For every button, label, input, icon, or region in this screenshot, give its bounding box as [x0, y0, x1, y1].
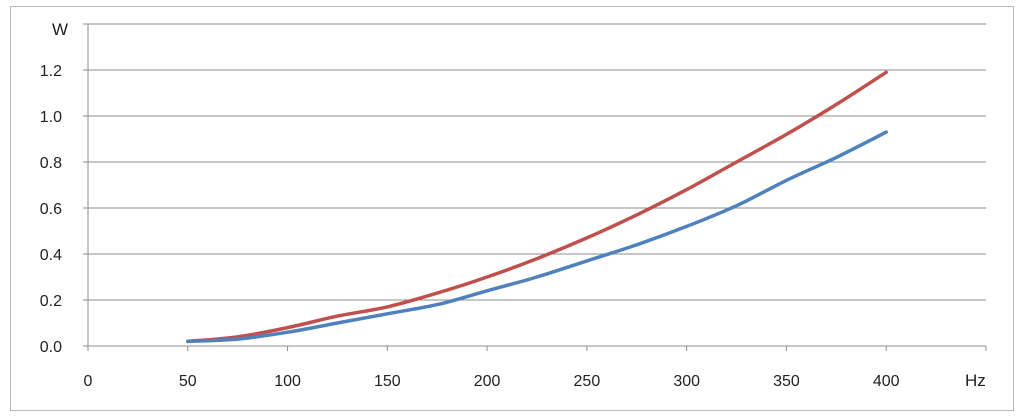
- x-tick-label: 400: [873, 373, 900, 390]
- x-tick-label: 150: [374, 373, 401, 390]
- x-tick-label: 200: [474, 373, 501, 390]
- x-axis-label: Hz: [965, 371, 986, 390]
- y-axis-ticks: 0.0 0.2 0.4 0.6 0.8 1.0 1.2: [40, 23, 88, 356]
- gridlines: [88, 23, 986, 301]
- x-tick-label: 100: [274, 373, 301, 390]
- y-tick-label: 1.0: [40, 109, 62, 126]
- y-tick-label: 0.4: [40, 247, 62, 264]
- x-axis-ticks: 0 50 100 150 200 250 300 350 400: [84, 346, 987, 390]
- x-tick-label: 250: [574, 373, 601, 390]
- x-tick-label: 300: [673, 373, 700, 390]
- y-tick-label: 0.8: [40, 155, 62, 172]
- x-tick-label: 50: [179, 373, 197, 390]
- series-line-2: [186, 130, 888, 344]
- series-lines: [186, 70, 888, 344]
- y-axis-label: W: [52, 20, 68, 39]
- x-tick-label: 350: [773, 373, 800, 390]
- y-tick-label: 0.2: [40, 293, 62, 310]
- axes: [87, 24, 986, 347]
- y-tick-label: 0.6: [40, 201, 62, 218]
- y-tick-label: 0.0: [40, 339, 62, 356]
- x-tick-label: 0: [84, 373, 93, 390]
- series-line-1: [186, 70, 888, 344]
- y-tick-label: 1.2: [40, 63, 62, 80]
